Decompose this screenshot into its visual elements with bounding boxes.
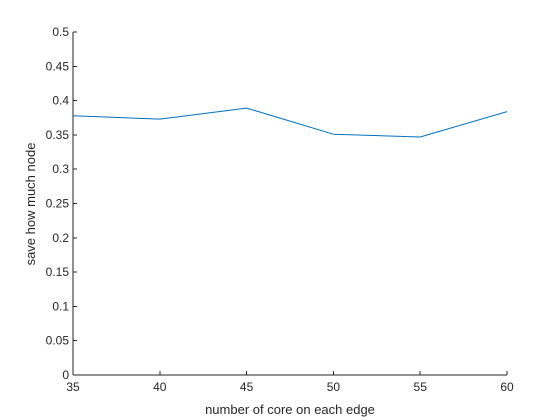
- x-tick-label: 60: [500, 380, 514, 394]
- y-tick-label: 0.4: [52, 94, 69, 108]
- y-tick-label: 0.35: [46, 128, 70, 142]
- y-tick-label: 0.3: [52, 162, 69, 176]
- y-tick-label: 0.1: [52, 299, 69, 313]
- y-tick-label: 0.5: [52, 25, 69, 39]
- x-axis: 35 40 45 50 55 60: [66, 371, 514, 394]
- y-axis: 0 0.05 0.1 0.15 0.2 0.25 0.3 0.35 0.4 0.45 0.5: [46, 25, 77, 382]
- x-axis-label: number of core on each edge: [205, 402, 375, 417]
- y-axis-label: save how much node: [23, 143, 38, 266]
- x-tick-label: 45: [240, 380, 254, 394]
- x-tick-label: 40: [153, 380, 167, 394]
- y-tick-label: 0.2: [52, 231, 69, 245]
- y-tick-label: 0.15: [46, 265, 70, 279]
- x-tick-label: 35: [66, 380, 80, 394]
- y-tick-label: 0: [62, 368, 69, 382]
- series-layer: [72, 107, 508, 138]
- y-tick-label: 0.05: [46, 334, 70, 348]
- y-tick-label: 0.25: [46, 197, 70, 211]
- series-line: [72, 107, 508, 138]
- x-tick-label: 55: [414, 380, 428, 394]
- y-tick-label: 0.45: [46, 59, 70, 73]
- x-tick-label: 50: [327, 380, 341, 394]
